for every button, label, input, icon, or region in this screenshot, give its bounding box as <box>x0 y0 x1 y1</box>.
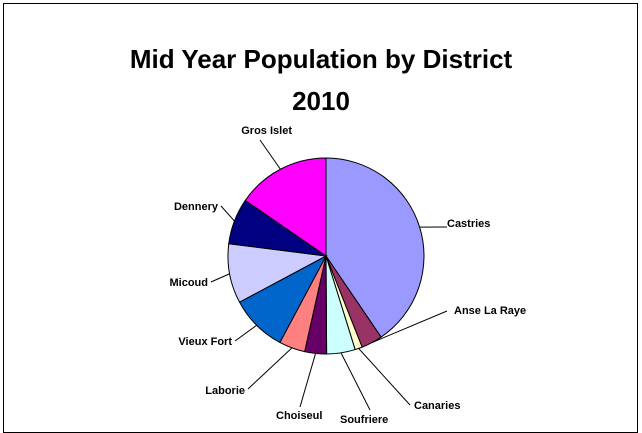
slice-label: Choiseul <box>276 410 322 422</box>
slice-label: Dennery <box>174 201 219 213</box>
slice-label: Vieux Fort <box>178 336 232 348</box>
slice-label: Canaries <box>414 400 460 412</box>
pie-slices <box>228 158 424 354</box>
slice-label: Gros Islet <box>241 125 292 137</box>
leader-line <box>359 348 410 405</box>
leader-line <box>260 140 280 169</box>
leader-line <box>221 206 234 221</box>
slice-label: Laborie <box>205 385 245 397</box>
leader-line <box>248 348 292 389</box>
slice-label: Soufriere <box>340 414 388 426</box>
slice-label: Micoud <box>170 277 209 289</box>
leader-line <box>235 325 257 341</box>
leader-line <box>211 274 230 282</box>
leader-line <box>341 353 370 410</box>
slice-label: Castries <box>447 218 490 230</box>
leader-line <box>300 353 316 407</box>
slice-label: Anse La Raye <box>454 305 526 317</box>
